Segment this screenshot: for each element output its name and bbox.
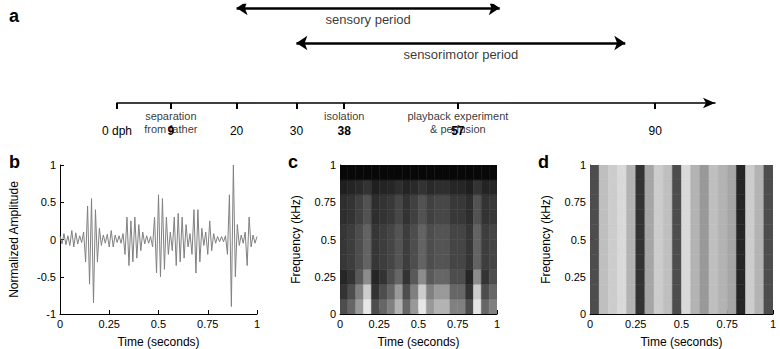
svg-text:0.75: 0.75 (447, 318, 468, 330)
svg-text:0.75: 0.75 (315, 196, 336, 208)
svg-text:0.75: 0.75 (717, 318, 738, 330)
svg-text:0.25: 0.25 (99, 318, 120, 330)
svg-text:0.5: 0.5 (151, 318, 166, 330)
svg-text:0.25: 0.25 (315, 271, 336, 283)
svg-text:0 dph: 0 dph (102, 124, 132, 138)
svg-text:Normalized Amplitude: Normalized Amplitude (7, 181, 21, 298)
svg-text:20: 20 (230, 124, 244, 138)
svg-text:-0.5: -0.5 (37, 271, 56, 283)
svg-text:0.75: 0.75 (565, 196, 586, 208)
svg-text:-1: -1 (46, 308, 56, 320)
svg-text:Frequency (kHz): Frequency (kHz) (539, 195, 553, 284)
svg-text:c: c (288, 152, 298, 172)
svg-text:playback experiment: playback experiment (407, 110, 508, 122)
svg-text:0.5: 0.5 (321, 234, 336, 246)
svg-text:0.5: 0.5 (41, 196, 56, 208)
svg-text:90: 90 (649, 124, 663, 138)
svg-text:b: b (9, 152, 20, 172)
svg-text:0.25: 0.25 (625, 318, 646, 330)
svg-text:1: 1 (254, 318, 260, 330)
svg-text:1: 1 (330, 159, 336, 171)
svg-text:sensory period: sensory period (326, 12, 411, 27)
svg-text:sensorimotor period: sensorimotor period (403, 47, 518, 62)
svg-text:isolation: isolation (324, 110, 364, 122)
svg-text:Time (seconds): Time (seconds) (640, 335, 722, 349)
svg-text:0: 0 (337, 318, 343, 330)
svg-text:0.75: 0.75 (197, 318, 218, 330)
svg-text:0.5: 0.5 (674, 318, 689, 330)
svg-text:Time (seconds): Time (seconds) (117, 335, 199, 349)
svg-text:1: 1 (50, 159, 56, 171)
svg-text:30: 30 (290, 124, 304, 138)
svg-text:Frequency (kHz): Frequency (kHz) (289, 195, 303, 284)
svg-text:Time (seconds): Time (seconds) (377, 335, 459, 349)
svg-text:0: 0 (587, 318, 593, 330)
svg-text:0: 0 (57, 318, 63, 330)
svg-text:0.5: 0.5 (411, 318, 426, 330)
svg-text:0: 0 (50, 234, 56, 246)
svg-text:1: 1 (770, 318, 776, 330)
svg-text:& perfusion: & perfusion (430, 123, 486, 135)
svg-text:a: a (9, 6, 20, 26)
svg-text:1: 1 (580, 159, 586, 171)
svg-text:0: 0 (330, 308, 336, 320)
svg-text:d: d (538, 152, 549, 172)
svg-text:0.5: 0.5 (571, 234, 586, 246)
svg-text:0.25: 0.25 (369, 318, 390, 330)
svg-text:0: 0 (580, 308, 586, 320)
svg-text:0.25: 0.25 (565, 271, 586, 283)
svg-text:from father: from father (144, 123, 198, 135)
svg-text:separation: separation (145, 110, 196, 122)
svg-text:38: 38 (338, 124, 352, 138)
svg-text:1: 1 (494, 318, 500, 330)
